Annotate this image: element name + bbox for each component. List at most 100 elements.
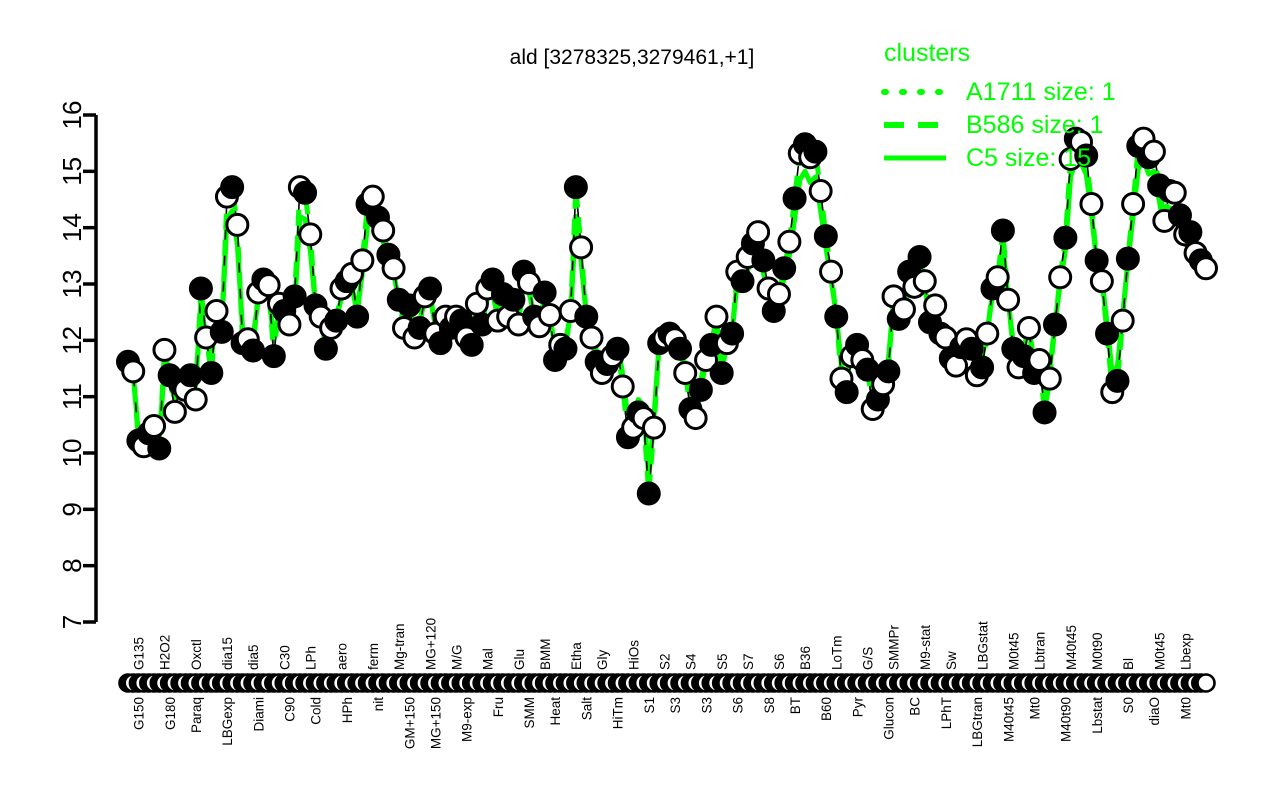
data-point-open bbox=[152, 337, 177, 362]
x-tick-label-lower: Salt bbox=[579, 697, 594, 721]
x-tick-label-lower: M40t90 bbox=[1059, 697, 1074, 742]
x-tick-label-lower: S8 bbox=[762, 697, 777, 714]
x-tick-label-lower: M40t45 bbox=[1001, 697, 1016, 742]
x-tick-labels-upper: G135 H2O2 Oxctl dia15 dia5 C30 LPh aero ferm Mg-t… bbox=[132, 618, 1194, 670]
data-point-open bbox=[704, 304, 729, 329]
x-tick-label-lower: S1 bbox=[642, 697, 657, 714]
x-tick-label-lower: BT bbox=[788, 697, 803, 714]
data-point-filled bbox=[1115, 246, 1140, 271]
data-point-filled bbox=[605, 336, 630, 361]
data-point-open bbox=[777, 229, 802, 254]
x-tick-label-lower: Mt0 bbox=[1178, 697, 1193, 720]
x-tick-label-lower: Pyr bbox=[850, 696, 865, 717]
x-tick-label-upper: Lbexp bbox=[1178, 633, 1193, 670]
data-point-open bbox=[1089, 269, 1114, 294]
data-point-filled bbox=[1042, 312, 1067, 337]
data-point-filled bbox=[459, 332, 484, 357]
y-tick-label: 7 bbox=[57, 615, 87, 629]
x-tick-label-lower: Diami bbox=[251, 697, 266, 732]
x-tick-label-upper: LoTm bbox=[829, 635, 844, 670]
data-point-filled bbox=[220, 175, 245, 200]
x-tick-label-upper: M0t45 bbox=[1007, 632, 1022, 670]
x-tick-label-upper: M/G bbox=[449, 644, 464, 670]
x-tick-label-upper: S2 bbox=[658, 653, 673, 670]
x-tick-label-upper: S5 bbox=[715, 653, 730, 670]
x-tick-label-upper: Etha bbox=[569, 642, 584, 670]
legend-label: B586 size: 1 bbox=[966, 111, 1104, 139]
data-point-filled bbox=[501, 287, 526, 312]
y-tick-label: 13 bbox=[57, 270, 87, 299]
x-tick-label-lower: G180 bbox=[163, 697, 178, 730]
data-point-open bbox=[1141, 139, 1166, 164]
data-point-open bbox=[579, 325, 604, 350]
x-tick-label-lower: Heat bbox=[548, 697, 563, 726]
data-point-open bbox=[381, 256, 406, 281]
data-point-filled bbox=[313, 336, 338, 361]
x-tick-label-upper: C30 bbox=[277, 645, 292, 670]
x-axis bbox=[118, 673, 1216, 693]
data-point-open bbox=[1162, 180, 1187, 205]
data-point-filled bbox=[772, 256, 797, 281]
data-point-open bbox=[641, 415, 666, 440]
data-point-filled bbox=[813, 224, 838, 249]
data-point-filled bbox=[751, 248, 776, 273]
data-point-filled bbox=[959, 336, 984, 361]
x-tick-label-upper: LPh bbox=[303, 646, 318, 670]
x-tick-label-lower: LBGtran bbox=[970, 697, 985, 747]
data-point-filled bbox=[876, 359, 901, 384]
x-tick-label-lower: S3 bbox=[699, 697, 714, 714]
data-point-open bbox=[225, 212, 250, 237]
data-point-filled bbox=[730, 269, 755, 294]
data-point-open bbox=[912, 269, 937, 294]
data-point-open bbox=[360, 184, 385, 209]
x-tick-label-upper: aero bbox=[335, 643, 350, 670]
x-tick-label-upper: S6 bbox=[772, 653, 787, 670]
x-tick-label-upper: ferm bbox=[366, 643, 381, 670]
x-tick-label-upper: H2O2 bbox=[158, 635, 173, 670]
x-tick-label-lower: HPh bbox=[340, 697, 355, 723]
data-point-filled bbox=[1095, 321, 1120, 346]
data-point-open bbox=[1016, 315, 1041, 340]
data-point-open bbox=[985, 265, 1010, 290]
data-point-open bbox=[1037, 366, 1062, 391]
data-point-filled bbox=[668, 336, 693, 361]
data-point-filled bbox=[907, 244, 932, 269]
data-point-open bbox=[819, 259, 844, 284]
data-point-filled bbox=[261, 344, 286, 369]
data-point-open bbox=[1121, 192, 1146, 217]
y-tick-label: 12 bbox=[57, 326, 87, 355]
x-tick-label-upper: Gly bbox=[595, 649, 610, 670]
data-point-open bbox=[923, 293, 948, 318]
data-point-filled bbox=[553, 336, 578, 361]
data-point-open bbox=[1110, 308, 1135, 333]
data-point-open bbox=[683, 406, 708, 431]
data-point-open bbox=[537, 302, 562, 327]
data-point-open bbox=[256, 273, 281, 298]
data-point-filled bbox=[824, 304, 849, 329]
chart-legend: clusters A1711 size: 1 B586 size: 1 C5 siz… bbox=[881, 39, 1116, 172]
x-tick-label-lower: SMM bbox=[522, 697, 537, 729]
x-tick-label-upper: Glu bbox=[512, 649, 527, 670]
x-tick-label-lower: Mt0 bbox=[1027, 697, 1042, 720]
data-point-open bbox=[183, 387, 208, 412]
data-point-filled bbox=[199, 361, 224, 386]
x-tick-label-lower: Cold bbox=[309, 697, 324, 725]
x-tick-label-upper: LBGstat bbox=[975, 621, 990, 670]
data-point-open bbox=[673, 361, 698, 386]
data-point-open bbox=[610, 374, 635, 399]
data-point-open bbox=[1027, 348, 1052, 373]
data-point-open bbox=[350, 248, 375, 273]
x-tick-label-upper: M0t45 bbox=[1152, 632, 1167, 670]
x-tick-label-upper: HiOs bbox=[626, 640, 641, 670]
x-tick-label-lower: Glucon bbox=[882, 697, 897, 740]
data-point-filled bbox=[803, 139, 828, 164]
x-tick-label-lower: G150 bbox=[132, 697, 147, 730]
data-point-filled bbox=[282, 284, 307, 309]
x-tick-label-lower: BC bbox=[908, 697, 923, 716]
x-tick-label-lower: MG+150 bbox=[428, 697, 443, 749]
legend-label: C5 size: 15 bbox=[966, 144, 1091, 172]
x-tick-label-lower: diaO bbox=[1147, 697, 1162, 726]
y-tick-label: 10 bbox=[57, 439, 87, 468]
x-tick-label-upper: Mal bbox=[481, 648, 496, 670]
